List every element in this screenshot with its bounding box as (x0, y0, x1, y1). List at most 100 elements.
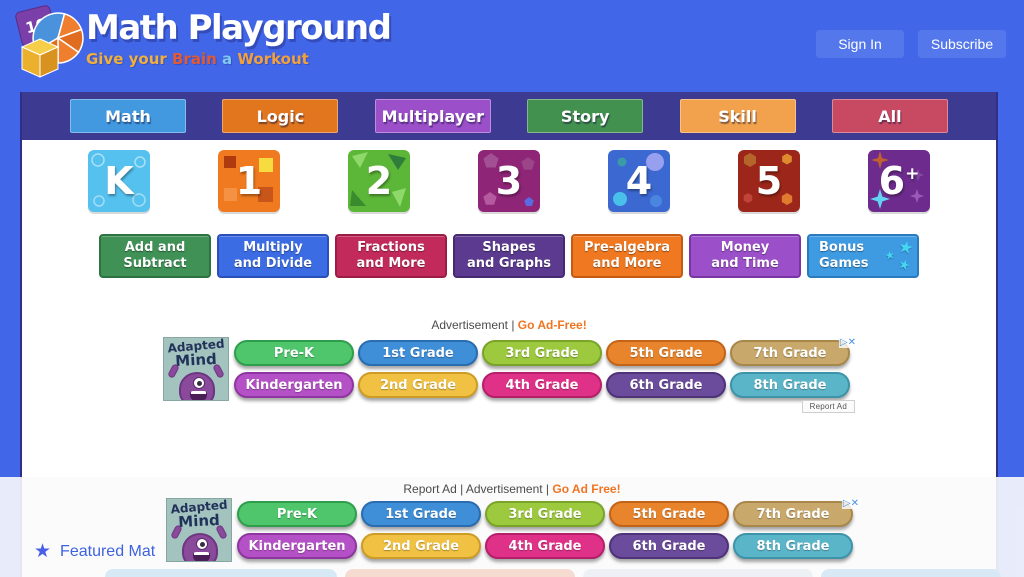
ad-pill-5th[interactable]: 5th Grade (609, 501, 729, 527)
topic-label-line: Subtract (123, 256, 187, 271)
bonus-star-icon: ★ (896, 256, 913, 275)
topic-label-line: and Graphs (466, 256, 551, 271)
adaptedmind-logo[interactable]: Adapted Mind (166, 498, 232, 562)
ad-pill-kindergarten[interactable]: Kindergarten (237, 533, 357, 559)
site-title[interactable]: Math Playground (86, 8, 392, 48)
ad-pill-prek[interactable]: Pre-K (234, 340, 354, 366)
topic-label-line: Bonus (819, 239, 865, 255)
nav-logic-button[interactable]: Logic (222, 99, 339, 133)
grade-4-tile[interactable]: 4 (608, 150, 670, 212)
topic-money-time-button[interactable]: Money and Time (689, 234, 801, 278)
ad-pill-6th[interactable]: 6th Grade (606, 372, 726, 398)
nav-all-button[interactable]: All (831, 99, 948, 133)
grade-k-decoration-icon (91, 153, 146, 207)
nav-multiplayer-button[interactable]: Multiplayer (374, 99, 491, 133)
topic-shapes-graphs-button[interactable]: Shapes and Graphs (453, 234, 565, 278)
topic-label-line: and More (592, 256, 662, 271)
nav-story-button[interactable]: Story (527, 99, 644, 133)
ad-pill-8th[interactable]: 8th Grade (730, 372, 850, 398)
report-ad-button[interactable]: Report Ad (801, 400, 855, 413)
thumbnail-sliver (821, 569, 1001, 577)
grade-2-tile[interactable]: 2 (348, 150, 410, 212)
topic-add-subtract-button[interactable]: Add and Subtract (99, 234, 211, 278)
topic-prealgebra-button[interactable]: Pre-algebra and More (571, 234, 683, 278)
subscribe-button[interactable]: Subscribe (918, 30, 1006, 58)
tagline-part: Give your (86, 50, 173, 68)
ad-pill-7th[interactable]: 7th Grade (733, 501, 853, 527)
ad-pill-3rd[interactable]: 3rd Grade (482, 340, 602, 366)
grade-k-label: K (104, 159, 134, 203)
grade-2-decoration-icon (350, 152, 406, 207)
grade-1-tile[interactable]: 1 (218, 150, 280, 212)
ad-pill-2nd[interactable]: 2nd Grade (361, 533, 481, 559)
grade-5-label: 5 (755, 159, 783, 203)
report-ad-advertisement-label[interactable]: Report Ad | Advertisement | (403, 482, 553, 496)
bonus-star-icon: ★ (884, 248, 896, 263)
go-ad-free-link[interactable]: Go Ad-Free! (517, 318, 587, 332)
ad-pill-5th[interactable]: 5th Grade (606, 340, 726, 366)
ad1-grade-pills: Pre-K 1st Grade 3rd Grade 5th Grade 7th … (234, 337, 850, 401)
grade-3-label: 3 (495, 159, 523, 203)
ad-pill-2nd[interactable]: 2nd Grade (358, 372, 478, 398)
tagline-part: Workout (237, 50, 309, 68)
topic-label-line: and Divide (233, 256, 313, 271)
ad-pill-kindergarten[interactable]: Kindergarten (234, 372, 354, 398)
grade-5-tile[interactable]: 5 (738, 150, 800, 212)
topic-row: Add and Subtract Multiply and Divide Fra… (22, 234, 996, 278)
thumbnail-sliver (583, 569, 813, 577)
adaptedmind-logo[interactable]: Adapted Mind (163, 337, 229, 401)
grade-3-decoration-icon (483, 153, 535, 206)
sign-in-button[interactable]: Sign In (816, 30, 904, 58)
ad2-banner[interactable]: Adapted Mind Pre-K 1st Grade 3rd Grade 5… (166, 498, 860, 562)
grade-4-decoration-icon (613, 153, 664, 207)
grade-5-decoration-icon (743, 153, 793, 205)
topic-label-line: Pre-algebra (584, 239, 670, 255)
adchoices-icon[interactable]: ▷✕ (841, 498, 860, 509)
monster-icon (182, 533, 218, 561)
grade-1-label: 1 (235, 159, 263, 203)
ad-pill-8th[interactable]: 8th Grade (733, 533, 853, 559)
ad-pill-4th[interactable]: 4th Grade (485, 533, 605, 559)
ad-pill-3rd[interactable]: 3rd Grade (485, 501, 605, 527)
header-actions: Sign In Subscribe (816, 30, 1006, 58)
grade-k-tile[interactable]: K (88, 150, 150, 212)
ad-pill-prek[interactable]: Pre-K (237, 501, 357, 527)
nav-math-button[interactable]: Math (70, 99, 186, 133)
topic-label-line: Fractions (357, 239, 425, 255)
grade-6plus-label: 6 + (878, 159, 920, 203)
ad-pill-1st[interactable]: 1st Grade (358, 340, 478, 366)
topic-label-line: Add and (124, 239, 186, 255)
nav-skill-button[interactable]: Skill (679, 99, 796, 133)
featured-heading: ★ Featured Mat (34, 540, 155, 563)
ad2-meta-line: Report Ad | Advertisement | Go Ad Free! (0, 482, 1024, 496)
title-block: Math Playground Give your Brain a Workou… (86, 8, 392, 68)
topic-fractions-button[interactable]: Fractions and More (335, 234, 447, 278)
grade-4-label: 4 (625, 159, 653, 203)
category-nav: Math Logic Multiplayer Story Skill All (22, 92, 996, 140)
site-logo[interactable]: 10 (14, 4, 86, 82)
go-ad-free-link[interactable]: Go Ad Free! (552, 482, 621, 496)
topic-label-line: Games (819, 256, 869, 271)
topic-multiply-divide-button[interactable]: Multiply and Divide (217, 234, 329, 278)
thumbnail-sliver (345, 569, 575, 577)
ad1-banner[interactable]: Adapted Mind Pre-K 1st Grade 3rd Grade 5… (163, 337, 857, 413)
topic-label-line: Multiply (243, 239, 303, 255)
logo-cube-icon (20, 38, 60, 78)
grade-1-decoration-icon (224, 156, 273, 202)
grade-6plus-tile[interactable]: 6 + (868, 150, 930, 212)
topic-bonus-games-button[interactable]: Bonus Games ★ ★ ★ (807, 234, 919, 278)
ad-pill-6th[interactable]: 6th Grade (609, 533, 729, 559)
featured-heading-label: Featured Mat (60, 542, 156, 560)
ad-pill-1st[interactable]: 1st Grade (361, 501, 481, 527)
site-header: 10 Math Playground Give your Brain a Wor… (0, 0, 1024, 92)
ad-pill-4th[interactable]: 4th Grade (482, 372, 602, 398)
grade-row: K 1 2 (22, 150, 996, 212)
featured-star-icon: ★ (34, 541, 52, 562)
grade-3-tile[interactable]: 3 (478, 150, 540, 212)
ad-pill-7th[interactable]: 7th Grade (730, 340, 850, 366)
thumbnail-sliver (105, 569, 337, 577)
anchor-ad-section: Report Ad | Advertisement | Go Ad Free! … (0, 477, 1024, 562)
topic-label-line: and More (356, 256, 426, 271)
adchoices-icon[interactable]: ▷✕ (838, 337, 857, 348)
